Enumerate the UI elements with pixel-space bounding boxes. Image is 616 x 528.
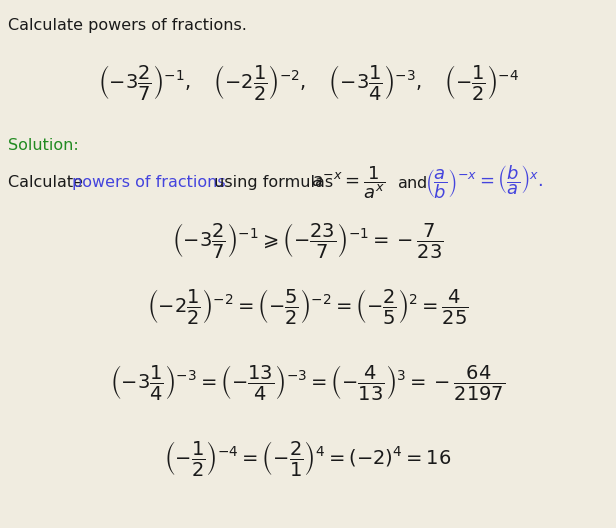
Text: $\text{and}$: $\text{and}$: [397, 175, 428, 191]
Text: $a^{-x} = \dfrac{1}{a^x}$: $a^{-x} = \dfrac{1}{a^x}$: [311, 164, 386, 201]
Text: Solution:: Solution:: [7, 138, 78, 153]
Text: Calculate: Calculate: [7, 175, 87, 190]
Text: powers of fractions: powers of fractions: [72, 175, 225, 190]
Text: Calculate powers of fractions.: Calculate powers of fractions.: [7, 17, 246, 33]
Text: $\left(\dfrac{a}{b}\right)^{-x} = \left(\dfrac{b}{a}\right)^{x}.$: $\left(\dfrac{a}{b}\right)^{-x} = \left(…: [424, 164, 543, 201]
Text: $\left(-\dfrac{1}{2}\right)^{-4} = \left(-\dfrac{2}{1}\right)^{4} = (-2)^4 = 16$: $\left(-\dfrac{1}{2}\right)^{-4} = \left…: [164, 439, 452, 478]
Text: $\left(-2\dfrac{1}{2}\right)^{-2} = \left(-\dfrac{5}{2}\right)^{-2} = \left(-\df: $\left(-2\dfrac{1}{2}\right)^{-2} = \lef…: [147, 287, 469, 326]
Text: $\left(-3\dfrac{2}{7}\right)^{-1} \geqslant \left(-\dfrac{23}{7}\right)^{-1} = -: $\left(-3\dfrac{2}{7}\right)^{-1} \geqsl…: [172, 221, 444, 260]
Text: $\left(-3\dfrac{2}{7}\right)^{-1},\quad\left(-2\dfrac{1}{2}\right)^{-2},\quad\le: $\left(-3\dfrac{2}{7}\right)^{-1},\quad\…: [97, 63, 519, 102]
Text: using formulas: using formulas: [209, 175, 338, 190]
Text: $\left(-3\dfrac{1}{4}\right)^{-3} = \left(-\dfrac{13}{4}\right)^{-3} = \left(-\d: $\left(-3\dfrac{1}{4}\right)^{-3} = \lef…: [110, 363, 506, 402]
